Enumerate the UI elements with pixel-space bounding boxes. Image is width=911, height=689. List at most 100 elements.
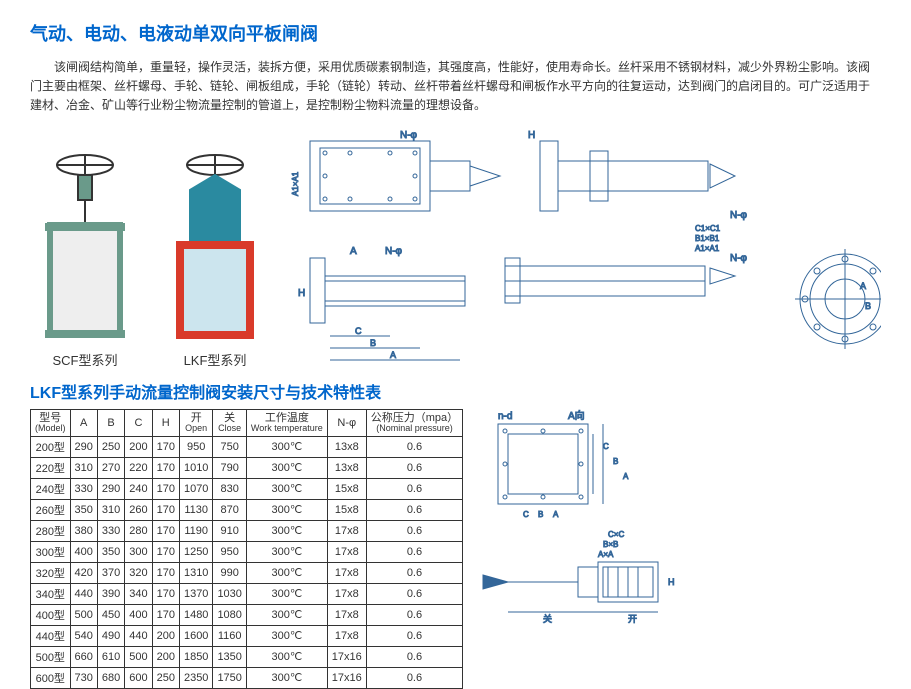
svg-text:B: B <box>865 301 871 311</box>
table-cell: 170 <box>152 499 179 520</box>
table-cell: 500 <box>70 604 97 625</box>
table-row: 320型4203703201701310990300℃17x80.6 <box>31 562 463 583</box>
table-cell: 1250 <box>179 541 212 562</box>
table-cell: 350 <box>97 541 124 562</box>
table-cell: 400型 <box>31 604 71 625</box>
table-cell: 2350 <box>179 667 212 688</box>
table-cell: 1130 <box>179 499 212 520</box>
table-cell: 1080 <box>213 604 246 625</box>
table-cell: 300℃ <box>246 499 327 520</box>
table-cell: 170 <box>152 520 179 541</box>
table-cell: 1350 <box>213 646 246 667</box>
table-cell: 0.6 <box>366 499 462 520</box>
table-cell: 0.6 <box>366 562 462 583</box>
table-cell: 340型 <box>31 583 71 604</box>
table-cell: 300℃ <box>246 667 327 688</box>
table-and-diagrams-row: 型号(Model)ABCH开Open关Close工作温度Work tempera… <box>30 409 881 689</box>
table-cell: 390 <box>97 583 124 604</box>
table-cell: 310 <box>97 499 124 520</box>
table-cell: 220 <box>125 457 152 478</box>
svg-text:C1×C1: C1×C1 <box>695 224 721 233</box>
table-cell: 1010 <box>179 457 212 478</box>
table-cell: 440型 <box>31 625 71 646</box>
table-cell: 400 <box>125 604 152 625</box>
table-cell: 1190 <box>179 520 212 541</box>
svg-text:H: H <box>298 288 305 299</box>
table-cell: 320型 <box>31 562 71 583</box>
table-cell: 420 <box>70 562 97 583</box>
table-row: 400型50045040017014801080300℃17x80.6 <box>31 604 463 625</box>
table-cell: 540 <box>70 625 97 646</box>
table-cell: 290 <box>70 436 97 457</box>
table-cell: 950 <box>213 541 246 562</box>
table-cell: 250 <box>152 667 179 688</box>
table-cell: 280 <box>125 520 152 541</box>
table-cell: 200 <box>152 646 179 667</box>
table-cell: 170 <box>152 583 179 604</box>
table-cell: 17x8 <box>327 625 366 646</box>
table-cell: 730 <box>70 667 97 688</box>
table-cell: 0.6 <box>366 457 462 478</box>
table-cell: 300 <box>125 541 152 562</box>
tech-drawings-block: N-φ A1×A1 H N-φ C1×C1 B1×B1 A1×A1 <box>290 126 770 369</box>
table-cell: 0.6 <box>366 583 462 604</box>
table-cell: 0.6 <box>366 478 462 499</box>
table-cell: 280型 <box>31 520 71 541</box>
svg-text:C×C: C×C <box>608 530 624 539</box>
svg-text:B×B: B×B <box>603 540 618 549</box>
svg-text:开: 开 <box>628 614 637 624</box>
table-cell: 320 <box>125 562 152 583</box>
table-row: 300型4003503001701250950300℃17x80.6 <box>31 541 463 562</box>
svg-text:n-d: n-d <box>498 411 512 422</box>
scf-caption: SCF型系列 <box>30 350 140 369</box>
table-cell: 300℃ <box>246 604 327 625</box>
table-cell: 170 <box>152 478 179 499</box>
table-cell: 490 <box>97 625 124 646</box>
svg-text:A: A <box>390 350 396 360</box>
table-cell: 340 <box>125 583 152 604</box>
table-cell: 200型 <box>31 436 71 457</box>
table-cell: 440 <box>70 583 97 604</box>
svg-text:C: C <box>523 510 529 519</box>
svg-text:B: B <box>370 338 376 348</box>
flange-square-diagram: n-d A向 C B A C B A <box>478 409 678 519</box>
table-cell: 330 <box>97 520 124 541</box>
table-cell: 0.6 <box>366 436 462 457</box>
lkf-product-figure: LKF型系列 <box>160 145 270 369</box>
table-cell: 660 <box>70 646 97 667</box>
svg-text:A1×A1: A1×A1 <box>695 244 720 253</box>
table-row: 280型3803302801701190910300℃17x80.6 <box>31 520 463 541</box>
table-header: C <box>125 409 152 436</box>
table-cell: 17x8 <box>327 520 366 541</box>
table-cell: 350 <box>70 499 97 520</box>
table-cell: 17x16 <box>327 667 366 688</box>
table-row: 260型3503102601701130870300℃15x80.6 <box>31 499 463 520</box>
product-description: 该闸阀结构简单，重量轻，操作灵活，装拆方便，采用优质碳素钢制造，其强度高，性能好… <box>30 58 881 116</box>
figures-row: SCF型系列 LKF型系列 N-φ <box>30 126 881 369</box>
table-cell: 290 <box>97 478 124 499</box>
table-cell: 300℃ <box>246 583 327 604</box>
table-cell: 170 <box>152 541 179 562</box>
table-cell: 1850 <box>179 646 212 667</box>
table-row: 200型290250200170950750300℃13x80.6 <box>31 436 463 457</box>
svg-text:C: C <box>603 442 609 451</box>
table-cell: 17x8 <box>327 583 366 604</box>
table-cell: 200 <box>152 625 179 646</box>
table-cell: 300℃ <box>246 625 327 646</box>
table-header: B <box>97 409 124 436</box>
table-cell: 450 <box>97 604 124 625</box>
table-cell: 950 <box>179 436 212 457</box>
table-row: 340型44039034017013701030300℃17x80.6 <box>31 583 463 604</box>
table-cell: 300℃ <box>246 478 327 499</box>
table-cell: 500型 <box>31 646 71 667</box>
table-cell: 1600 <box>179 625 212 646</box>
table-cell: 380 <box>70 520 97 541</box>
table-cell: 200 <box>125 436 152 457</box>
svg-text:A: A <box>623 472 629 481</box>
table-header: A <box>70 409 97 436</box>
table-cell: 170 <box>152 436 179 457</box>
table-cell: 1310 <box>179 562 212 583</box>
table-cell: 0.6 <box>366 604 462 625</box>
table-cell: 300℃ <box>246 541 327 562</box>
table-cell: 15x8 <box>327 499 366 520</box>
